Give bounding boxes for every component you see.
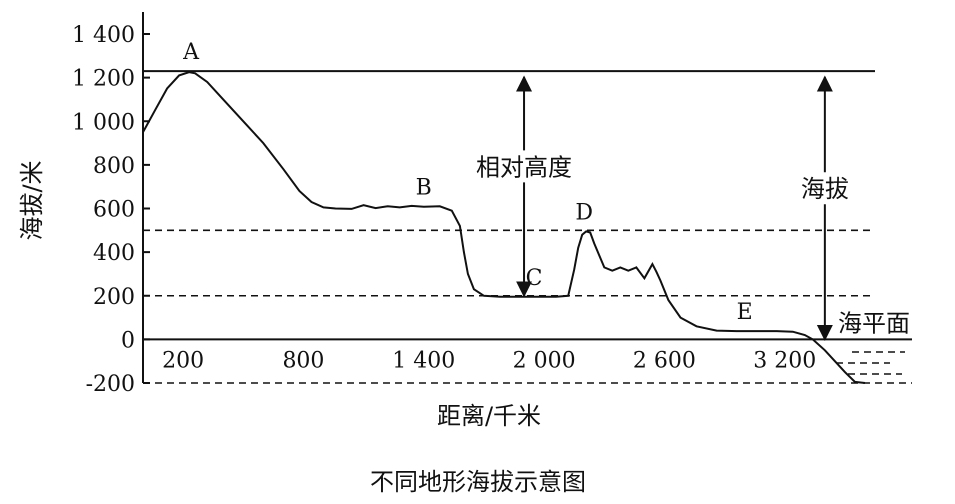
x-tick-label: 3 200 — [753, 348, 816, 373]
y-tick-labels: 1 400 1 200 1 000 800 600 400 200 0 -200 — [72, 23, 150, 397]
y-tick-label: 800 — [93, 154, 135, 179]
y-tick-label: 1 200 — [72, 67, 135, 92]
annotation-label: 海拔 — [801, 175, 849, 203]
y-tick-label: -200 — [86, 372, 135, 397]
y-tick-label: 600 — [93, 198, 135, 223]
point-label: B — [416, 175, 432, 200]
chart-title: 不同地形海拔示意图 — [370, 468, 586, 496]
x-tick-label: 200 — [162, 348, 204, 373]
point-label: C — [526, 266, 543, 291]
y-tick-label: 1 000 — [72, 110, 135, 135]
x-tick-label: 1 400 — [392, 348, 455, 373]
terrain-profile-line — [142, 71, 866, 384]
y-axis-label: 海拔/米 — [18, 160, 46, 240]
sea-surface-marks — [836, 351, 905, 375]
sea-level-label: 海平面 — [838, 309, 910, 337]
x-tick-label: 2 600 — [633, 348, 696, 373]
y-tick-label: 400 — [93, 241, 135, 266]
point-label: A — [182, 40, 200, 65]
y-tick-label: 0 — [121, 328, 135, 353]
point-label: E — [737, 300, 753, 325]
x-tick-label: 800 — [282, 348, 324, 373]
annotation-label: 相对高度 — [476, 153, 572, 181]
x-axis-label: 距离/千米 — [437, 402, 541, 430]
y-tick-label: 200 — [93, 285, 135, 310]
x-tick-labels: 200 800 1 400 2 000 2 600 3 200 — [162, 348, 816, 373]
reference-lines: 海平面 — [143, 70, 912, 384]
y-tick-label: 1 400 — [72, 23, 135, 48]
point-labels: A B C D E — [182, 40, 752, 325]
point-label: D — [575, 200, 593, 225]
x-tick-label: 2 000 — [513, 348, 576, 373]
